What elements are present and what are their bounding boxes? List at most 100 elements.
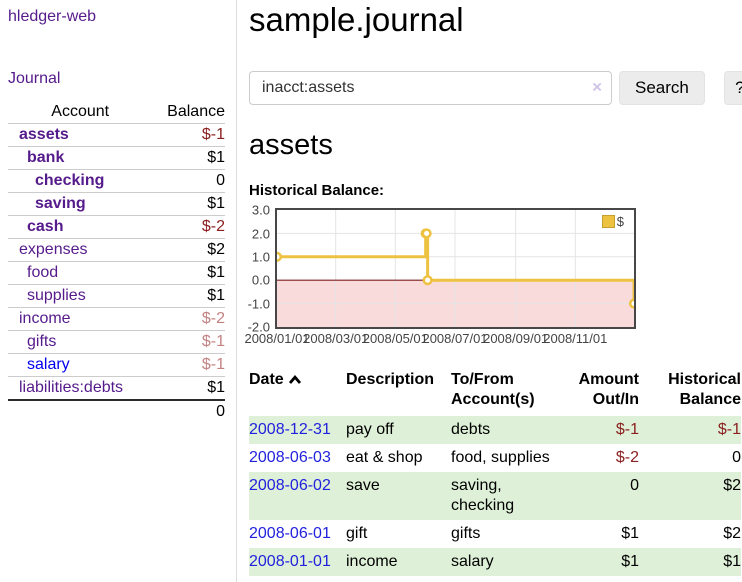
transaction-description: gift [346, 525, 368, 543]
clear-search-icon[interactable]: × [592, 77, 602, 97]
accounts-total-value: 0 [216, 403, 225, 420]
x-tick-label: 2008/11/01 [543, 331, 608, 347]
sidebar: hledger-web Journal Account Balance asse… [0, 0, 237, 582]
chart-y-axis: 3.0 2.0 1.0 0.0 -1.0 -2.0 [247, 203, 275, 335]
chart-title: Historical Balance: [249, 182, 385, 200]
y-tick-label: 1.0 [251, 249, 270, 265]
account-row: income $-2 [8, 307, 225, 331]
transaction-accounts: food, supplies [451, 449, 550, 467]
transaction-amount: $-2 [615, 449, 639, 467]
legend-swatch [601, 215, 615, 229]
account-row: supplies $1 [8, 284, 225, 308]
app-title-link[interactable]: hledger-web [8, 8, 97, 25]
x-tick-label: 2008/01/01 [244, 331, 310, 347]
account-link[interactable]: liabilities:debts [19, 379, 124, 396]
transaction-amount: $1 [566, 548, 651, 577]
account-balance: $1 [207, 379, 225, 396]
search-form: × Search ? [249, 71, 742, 106]
main-content: sample.journal × Search ? assets Histori… [237, 0, 742, 582]
transaction-row: 2008-06-03 eat & shop food, supplies $-2 0 [249, 444, 741, 472]
x-tick-label: 2008/09/01 [483, 331, 549, 347]
accounts-table: Account Balance assets $-1 bank $1 checking 0… [8, 101, 225, 423]
transaction-accounts: debts [451, 416, 566, 445]
account-row: cash $-2 [8, 215, 225, 239]
y-tick-label: 3.0 [251, 202, 270, 218]
transaction-amount: $1 [621, 525, 639, 543]
accounts-body: assets $-1 bank $1 checking 0 saving $1 cash $-2 e… [8, 123, 225, 401]
transaction-balance: $1 [651, 548, 741, 577]
transaction-description: eat & shop [346, 449, 423, 467]
y-tick-label: 0.0 [251, 272, 270, 288]
account-balance: $-1 [201, 333, 225, 350]
account-link[interactable]: assets [19, 126, 69, 143]
balance-chart: 3.0 2.0 1.0 0.0 -1.0 -2.0 $ [247, 203, 742, 335]
search-input[interactable] [249, 71, 612, 106]
transaction-balance: $2 [651, 472, 741, 521]
y-tick-label: -2.0 [247, 319, 270, 335]
transaction-row: 2008-12-31 pay off debts $-1 $-1 [249, 416, 741, 445]
register-table: Date Description To/From Account(s) Amou… [249, 368, 741, 577]
register-header-balance: Historical Balance [668, 371, 741, 409]
help-button[interactable]: ? [723, 71, 742, 106]
account-balance: $1 [207, 287, 225, 304]
account-link[interactable]: saving [35, 195, 86, 212]
chart-legend: $ [600, 214, 625, 230]
transaction-balance: $2 [723, 525, 741, 543]
plot-area: $ [275, 208, 636, 330]
account-row: expenses $2 [8, 238, 225, 262]
account-balance: $-2 [201, 310, 225, 327]
account-row: checking 0 [8, 169, 225, 193]
transaction-date-link[interactable]: 2008-01-01 [249, 553, 331, 571]
transaction-row: 2008-06-02 save saving, checking 0 $2 [249, 472, 741, 521]
account-link[interactable]: gifts [27, 333, 57, 350]
account-balance: $2 [207, 241, 225, 258]
account-link[interactable]: salary [27, 356, 70, 373]
transaction-accounts: gifts [451, 525, 481, 543]
legend-label: $ [616, 214, 624, 230]
transaction-description: save [346, 472, 451, 521]
transaction-row: 2008-06-01 gift gifts $1 $2 [249, 520, 741, 548]
account-row: assets $-1 [8, 123, 225, 147]
account-balance: 0 [216, 172, 225, 189]
transaction-date-link[interactable]: 2008-06-02 [249, 477, 331, 495]
page-title: sample.journal [249, 1, 464, 38]
account-link[interactable]: expenses [19, 241, 88, 258]
account-link[interactable]: bank [27, 149, 65, 166]
transaction-description: pay off [346, 416, 451, 445]
transaction-balance: 0 [732, 449, 741, 467]
account-balance: $1 [207, 264, 225, 281]
transaction-accounts: saving, checking [451, 472, 566, 521]
transaction-balance: $-1 [651, 416, 741, 445]
transaction-date-link[interactable]: 2008-06-03 [249, 449, 331, 467]
transaction-amount: 0 [566, 472, 651, 521]
transaction-accounts: salary [451, 548, 566, 577]
account-row: gifts $-1 [8, 330, 225, 354]
transaction-amount: $-1 [566, 416, 651, 445]
x-tick-label: 2008/05/01 [362, 331, 428, 347]
account-row: saving $1 [8, 192, 225, 216]
account-link[interactable]: supplies [27, 287, 86, 304]
transaction-description: income [346, 548, 451, 577]
account-row: bank $1 [8, 146, 225, 170]
y-tick-label: 2.0 [251, 226, 270, 242]
chart-x-axis: 2008/01/01 2008/03/01 2008/05/01 2008/07/01… [244, 329, 640, 347]
y-tick-label: -1.0 [247, 296, 270, 312]
sidebar-item-journal[interactable]: Journal [8, 70, 61, 87]
register-header-row: Date Description To/From Account(s) Amou… [249, 368, 741, 416]
account-link[interactable]: food [27, 264, 59, 281]
register-header-amount: Amount Out/In [578, 371, 639, 409]
account-link[interactable]: cash [27, 218, 64, 235]
transaction-date-link[interactable]: 2008-06-01 [249, 525, 331, 543]
register-header-date[interactable]: Date [249, 368, 346, 416]
register-body: 2008-12-31 pay off debts $-1 $-1 2008-06-03 ea… [249, 416, 741, 577]
accounts-total-row: 0 [8, 400, 225, 423]
transaction-date-link[interactable]: 2008-12-31 [249, 421, 331, 439]
x-tick-label: 2008/03/01 [303, 331, 369, 347]
account-row: liabilities:debts $1 [8, 376, 225, 401]
account-link[interactable]: income [19, 310, 71, 327]
account-link[interactable]: checking [35, 172, 105, 189]
register-header-description: Description [346, 371, 435, 389]
account-balance: $-1 [201, 356, 225, 373]
search-button[interactable]: Search [619, 71, 705, 106]
chevron-up-icon [288, 371, 302, 391]
